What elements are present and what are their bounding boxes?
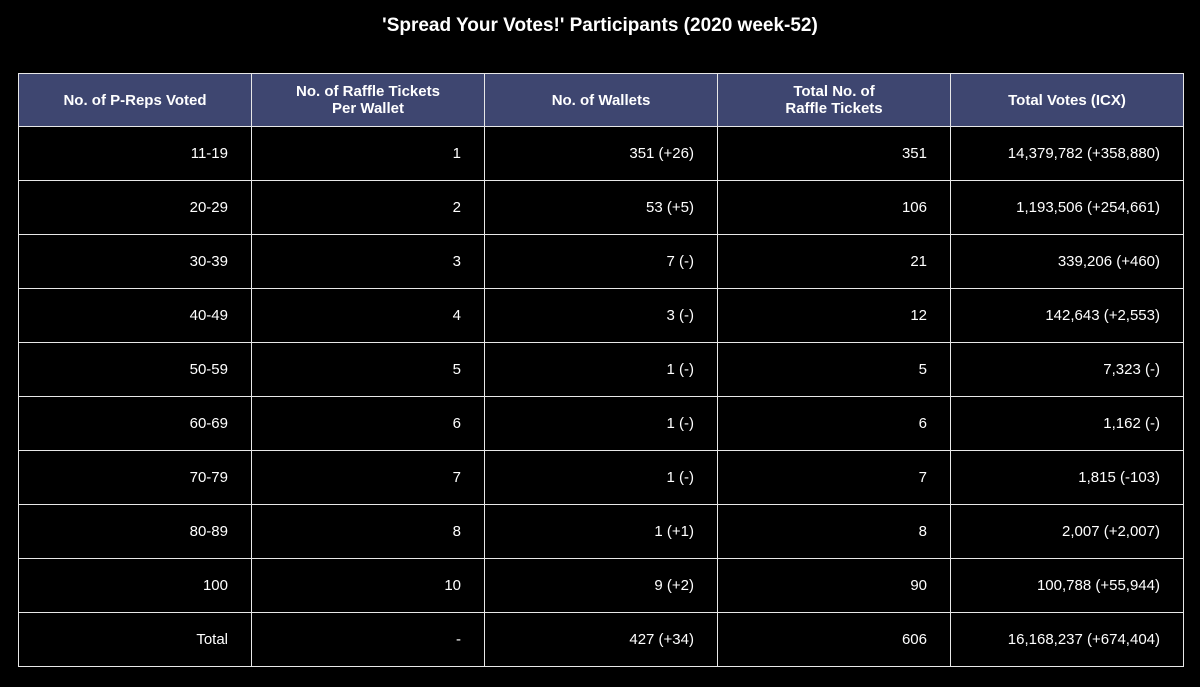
table-cell: 8	[717, 504, 951, 559]
table-cell: 1,193,506 (+254,661)	[950, 180, 1184, 235]
table-cell: 2,007 (+2,007)	[950, 504, 1184, 559]
column-header-line: Total Votes (ICX)	[1008, 91, 1126, 109]
column-header-line: No. of Wallets	[551, 91, 651, 109]
table-cell: 14,379,782 (+358,880)	[950, 126, 1184, 181]
table-cell: 12	[717, 288, 951, 343]
table-cell: 21	[717, 234, 951, 289]
table-cell: 2	[251, 180, 485, 235]
table-cell: 5	[251, 342, 485, 397]
table-cell: 351	[717, 126, 951, 181]
table-row: 30-39 3 7 (-) 21 339,206 (+460)	[18, 234, 1184, 289]
column-header-line: Total No. of	[793, 83, 875, 100]
table-cell: 606	[717, 612, 951, 667]
total-row: Total -427 (+34) 606 16,168,237 (+674,404)	[18, 612, 1184, 667]
table-cell: 6	[251, 396, 485, 451]
table-cell: 16,168,237 (+674,404)	[950, 612, 1184, 667]
table-row: 20-29 2 53 (+5) 106 1,193,506 (+254,661)	[18, 180, 1184, 235]
chart-title: 'Spread Your Votes!' Participants (2020 …	[382, 15, 818, 36]
table-cell: 3	[251, 234, 485, 289]
table-cell: 3 (-)	[484, 288, 718, 343]
table-cell: 40-49	[18, 288, 252, 343]
table-header-row: No. of P-Reps Voted No. of Raffle Tickets…	[18, 73, 1184, 127]
table-row: 70-79 7 1 (-) 7 1,815 (-103)	[18, 450, 1184, 505]
table-cell: 7,323 (-)	[950, 342, 1184, 397]
table-cell: 100	[18, 558, 252, 613]
table-cell: 1 (-)	[484, 342, 718, 397]
table-cell: 1	[251, 126, 485, 181]
table-cell: 30-39	[18, 234, 252, 289]
table-cell: 5	[717, 342, 951, 397]
table-cell: 53 (+5)	[484, 180, 718, 235]
column-header-line: Per Wallet	[332, 100, 404, 117]
table-cell: 70-79	[18, 450, 252, 505]
table-cell: 50-59	[18, 342, 252, 397]
table-cell: 1,815 (-103)	[950, 450, 1184, 505]
table-cell: 90	[717, 558, 951, 613]
column-header: No. of Raffle Tickets Per Wallet	[251, 73, 485, 127]
table-cell: 1 (-)	[484, 396, 718, 451]
table-cell: 339,206 (+460)	[950, 234, 1184, 289]
table-cell: 100,788 (+55,944)	[950, 558, 1184, 613]
table-cell: 1 (-)	[484, 450, 718, 505]
table-cell: 427 (+34)	[484, 612, 718, 667]
table-row: 40-49 4 3 (-) 12 142,643 (+2,553)	[18, 288, 1184, 343]
column-header: No. of P-Reps Voted	[18, 73, 252, 127]
table-cell: 80-89	[18, 504, 252, 559]
table-cell: 9 (+2)	[484, 558, 718, 613]
table-cell: 6	[717, 396, 951, 451]
table-cell: 1,162 (-)	[950, 396, 1184, 451]
table-cell: 142,643 (+2,553)	[950, 288, 1184, 343]
column-header: Total No. of Raffle Tickets	[717, 73, 951, 127]
table-cell: 20-29	[18, 180, 252, 235]
table-cell: 60-69	[18, 396, 252, 451]
table-cell: 7 (-)	[484, 234, 718, 289]
table-row: 100 10 9 (+2) 90 100,788 (+55,944)	[18, 558, 1184, 613]
table-cell: Total	[18, 612, 252, 667]
table-row: 80-89 8 1 (+1) 8 2,007 (+2,007)	[18, 504, 1184, 559]
column-header: Total Votes (ICX)	[950, 73, 1184, 127]
table-cell: -	[251, 612, 485, 667]
table-row: 60-69 6 1 (-) 6 1,162 (-)	[18, 396, 1184, 451]
table-cell: 106	[717, 180, 951, 235]
table-cell: 4	[251, 288, 485, 343]
table-cell: 7	[717, 450, 951, 505]
data-table: No. of P-Reps Voted No. of Raffle Tickets…	[18, 73, 1184, 667]
table-cell: 351 (+26)	[484, 126, 718, 181]
table-body: 11-19 1 351 (+26) 351 14,379,782 (+358,880) 2…	[18, 126, 1184, 667]
table-row: 11-19 1 351 (+26) 351 14,379,782 (+358,880)	[18, 126, 1184, 181]
column-header-line: No. of P-Reps Voted	[63, 91, 207, 109]
table-cell: 11-19	[18, 126, 252, 181]
table-cell: 8	[251, 504, 485, 559]
column-header-line: Raffle Tickets	[785, 100, 883, 117]
table-cell: 10	[251, 558, 485, 613]
column-header: No. of Wallets	[484, 73, 718, 127]
table-cell: 7	[251, 450, 485, 505]
table-row: 50-59 5 1 (-) 5 7,323 (-)	[18, 342, 1184, 397]
column-header-line: No. of Raffle Tickets	[296, 83, 440, 100]
table-cell: 1 (+1)	[484, 504, 718, 559]
